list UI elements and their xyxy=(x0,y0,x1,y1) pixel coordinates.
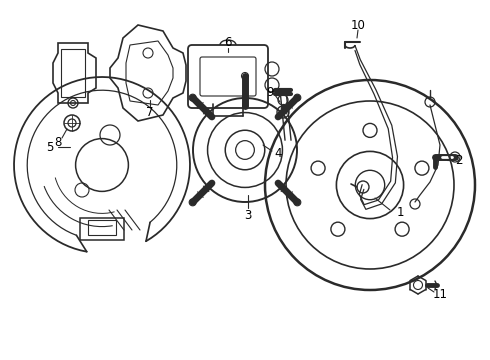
Text: 11: 11 xyxy=(433,288,447,302)
Text: 6: 6 xyxy=(224,36,232,49)
Text: 4: 4 xyxy=(274,147,282,159)
Text: 3: 3 xyxy=(245,208,252,221)
Text: 9: 9 xyxy=(266,86,274,99)
Text: 2: 2 xyxy=(455,153,463,166)
Text: 5: 5 xyxy=(47,140,54,153)
Text: 1: 1 xyxy=(396,206,404,219)
Text: 8: 8 xyxy=(54,135,62,149)
Text: 10: 10 xyxy=(350,18,366,32)
Text: 7: 7 xyxy=(146,105,154,118)
